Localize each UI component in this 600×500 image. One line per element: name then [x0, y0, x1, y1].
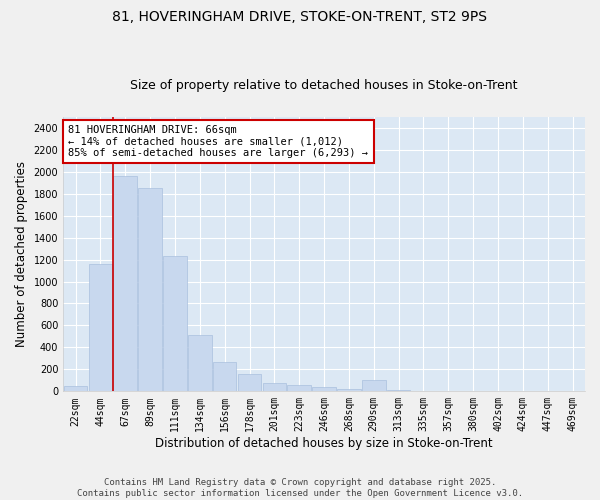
Bar — [287, 386, 311, 392]
Bar — [263, 382, 286, 392]
Text: 81, HOVERINGHAM DRIVE, STOKE-ON-TRENT, ST2 9PS: 81, HOVERINGHAM DRIVE, STOKE-ON-TRENT, S… — [113, 10, 487, 24]
Bar — [163, 256, 187, 392]
Bar — [238, 374, 262, 392]
Bar — [113, 176, 137, 392]
X-axis label: Distribution of detached houses by size in Stoke-on-Trent: Distribution of detached houses by size … — [155, 437, 493, 450]
Bar — [312, 388, 336, 392]
Bar — [139, 188, 162, 392]
Bar — [337, 388, 361, 392]
Bar — [362, 380, 386, 392]
Text: 81 HOVERINGHAM DRIVE: 66sqm
← 14% of detached houses are smaller (1,012)
85% of : 81 HOVERINGHAM DRIVE: 66sqm ← 14% of det… — [68, 125, 368, 158]
Bar — [188, 336, 212, 392]
Bar — [64, 386, 88, 392]
Bar — [387, 390, 410, 392]
Y-axis label: Number of detached properties: Number of detached properties — [15, 161, 28, 347]
Text: Contains HM Land Registry data © Crown copyright and database right 2025.
Contai: Contains HM Land Registry data © Crown c… — [77, 478, 523, 498]
Bar — [89, 264, 112, 392]
Title: Size of property relative to detached houses in Stoke-on-Trent: Size of property relative to detached ho… — [130, 79, 518, 92]
Bar — [213, 362, 236, 392]
